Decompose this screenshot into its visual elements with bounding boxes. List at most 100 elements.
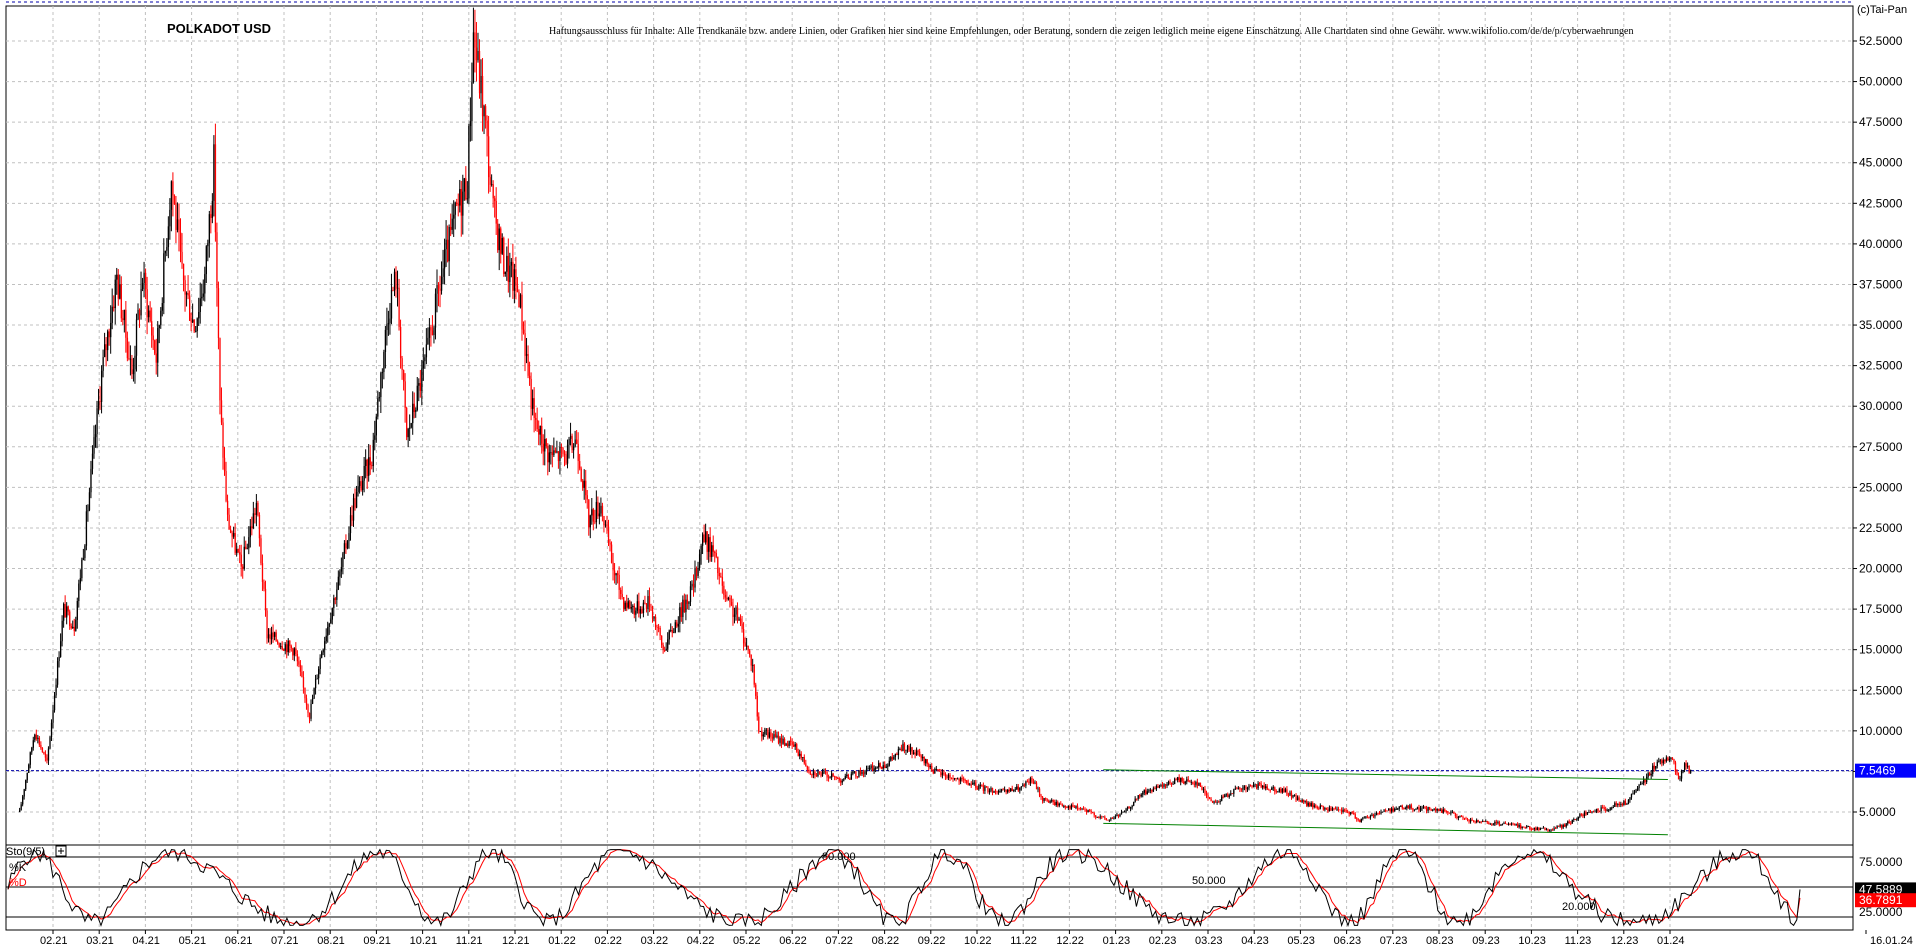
candle-body <box>1602 807 1604 809</box>
candle-body <box>463 178 466 192</box>
candle-body <box>773 734 775 739</box>
candle-body <box>1656 761 1658 767</box>
candle-body <box>1677 775 1680 780</box>
candle-body <box>357 486 359 493</box>
time-tick-label: 04.22 <box>687 935 715 947</box>
candle-body <box>257 502 259 516</box>
candle-body <box>179 232 182 252</box>
candle-body <box>1371 814 1373 816</box>
candle-body <box>705 531 707 543</box>
candle-body <box>1494 821 1496 825</box>
candle-body <box>1164 784 1167 786</box>
candle-body <box>867 768 869 770</box>
candle-body <box>648 596 651 607</box>
candle-body <box>1293 795 1296 796</box>
candle-body <box>1403 808 1405 810</box>
stoch-tick-label: 75.0000 <box>1859 855 1903 869</box>
time-tick-label: 08.21 <box>317 935 345 947</box>
time-tick-label: 04.21 <box>132 935 160 947</box>
candle-body <box>967 783 969 786</box>
candle-body <box>107 331 109 351</box>
candle-body <box>87 510 89 512</box>
candle-body <box>1122 811 1124 813</box>
candle-body <box>1366 816 1369 818</box>
candle-body <box>1351 812 1353 814</box>
candle-body <box>811 774 813 776</box>
candle-body <box>56 661 59 685</box>
time-tick-label: 08.22 <box>872 935 900 947</box>
candle-body <box>1561 825 1563 828</box>
candle-body <box>386 324 388 330</box>
candle-body <box>588 499 590 528</box>
candle-body <box>1603 807 1605 810</box>
current-price-box <box>1855 763 1916 778</box>
candle-body <box>790 740 792 742</box>
candle-body <box>90 468 92 493</box>
candle-body <box>1152 788 1155 792</box>
candle-body <box>1450 812 1452 814</box>
candle-body <box>1553 828 1555 831</box>
candle-body <box>229 529 232 533</box>
stoch-k-legend: %K <box>9 862 27 874</box>
candle-body <box>1195 782 1197 785</box>
candle-body <box>929 765 931 768</box>
candle-body <box>1333 808 1335 810</box>
candle-body <box>944 773 947 777</box>
candle-body <box>961 777 963 779</box>
candle-body <box>1541 827 1543 829</box>
candle-body <box>1063 805 1065 807</box>
candle-body <box>1412 808 1414 811</box>
candle-body <box>1394 809 1396 812</box>
candle-body <box>1368 817 1370 819</box>
candle-body <box>368 457 370 476</box>
candle-body <box>339 571 341 577</box>
candle-body <box>799 753 801 756</box>
candle-body <box>1551 829 1554 831</box>
candle-body <box>122 318 124 321</box>
time-tick-label: 07.23 <box>1380 935 1408 947</box>
candle-body <box>392 290 394 291</box>
candle-body <box>169 209 171 227</box>
candle-body <box>515 269 517 286</box>
candle-body <box>1664 759 1666 762</box>
candle-body <box>545 438 547 447</box>
candle-body <box>557 451 560 462</box>
candle-body <box>859 770 862 775</box>
candle-body <box>292 648 294 656</box>
candle-body <box>193 319 195 332</box>
candle-body <box>1476 820 1478 823</box>
candle-body <box>1608 809 1610 811</box>
candle-body <box>591 509 593 516</box>
candle-body <box>1435 808 1437 811</box>
candle-body <box>1319 805 1322 809</box>
candle-body <box>1369 815 1372 818</box>
candle-body <box>1016 786 1018 790</box>
time-tick-label: 05.21 <box>179 935 207 947</box>
candle-body <box>453 214 455 219</box>
candle-body <box>979 785 982 786</box>
candle-body <box>275 632 277 642</box>
candle-body <box>167 226 170 248</box>
candle-body <box>374 435 376 440</box>
candle-body <box>484 106 487 121</box>
candle-body <box>786 743 789 746</box>
candle-body <box>314 678 317 689</box>
candle-body <box>216 232 218 289</box>
candle-body <box>41 747 44 753</box>
candle-body <box>577 443 579 462</box>
candle-body <box>1277 791 1279 793</box>
candle-body <box>1064 805 1067 808</box>
candle-body <box>225 471 227 501</box>
candle-body <box>1670 757 1672 759</box>
candle-body <box>226 500 229 515</box>
candle-body <box>673 632 675 634</box>
candle-body <box>459 189 461 206</box>
candle-body <box>184 280 186 295</box>
candle-body <box>755 684 757 696</box>
candle-body <box>1131 805 1133 808</box>
candle-body <box>677 623 680 627</box>
candle-body <box>1304 801 1306 802</box>
candle-body <box>1010 788 1012 792</box>
candle-body <box>260 538 262 564</box>
candle-body <box>1576 819 1578 821</box>
